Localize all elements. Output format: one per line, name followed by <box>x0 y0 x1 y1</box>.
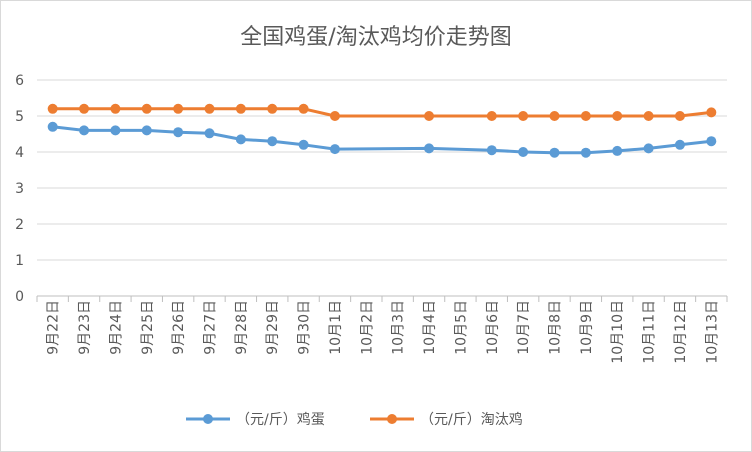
x-tick-label: 9月29日 <box>265 300 281 355</box>
y-tick-label: 5 <box>15 109 24 125</box>
data-point <box>674 139 685 150</box>
data-point <box>424 111 435 121</box>
data-point <box>549 111 560 121</box>
y-tick-label: 4 <box>15 145 24 161</box>
data-point <box>298 103 309 114</box>
data-point <box>141 125 152 136</box>
legend-marker-hen <box>387 414 397 424</box>
data-point <box>643 111 654 121</box>
legend-label-hen: （元/斤）淘汰鸡 <box>420 411 523 428</box>
data-point <box>580 147 591 158</box>
data-point <box>518 111 529 121</box>
y-tick-label: 3 <box>15 181 24 197</box>
y-tick-label: 1 <box>15 253 24 269</box>
x-tick-label: 10月6日 <box>485 300 501 355</box>
x-tick-label: 10月5日 <box>453 300 469 355</box>
data-point <box>329 111 340 121</box>
data-point <box>79 125 90 136</box>
data-point <box>173 127 184 138</box>
data-point <box>204 128 215 139</box>
data-point <box>580 111 591 121</box>
x-tick-label: 9月23日 <box>77 300 93 355</box>
data-point <box>486 111 497 121</box>
series-layer <box>47 103 717 158</box>
x-tick-label: 10月12日 <box>673 300 689 364</box>
data-point <box>267 103 278 114</box>
data-point <box>329 144 340 155</box>
x-tick-label: 10月11日 <box>642 300 658 364</box>
x-tick-label: 9月27日 <box>203 300 219 355</box>
y-axis-ticks: 0 1 2 3 4 5 6 <box>15 73 24 305</box>
data-point <box>706 136 717 147</box>
data-point <box>298 139 309 150</box>
y-tick-label: 2 <box>15 217 24 233</box>
data-point <box>204 103 215 114</box>
gridlines <box>37 79 727 261</box>
x-tick-label: 9月24日 <box>108 300 124 355</box>
y-tick-label: 6 <box>15 73 24 89</box>
x-tick-label: 9月26日 <box>171 300 187 355</box>
legend-item-egg[interactable]: （元/斤）鸡蛋 <box>186 411 325 428</box>
data-point <box>110 103 121 114</box>
x-tick-label: 10月8日 <box>548 300 564 355</box>
data-point <box>110 125 121 136</box>
data-point <box>235 103 246 114</box>
data-point <box>141 103 152 114</box>
data-point <box>674 111 685 121</box>
data-point <box>643 143 654 154</box>
x-tick-label: 10月2日 <box>359 300 375 355</box>
data-point <box>486 145 497 156</box>
x-tick-label: 10月10日 <box>610 300 626 364</box>
legend-item-hen[interactable]: （元/斤）淘汰鸡 <box>370 411 523 428</box>
data-point <box>173 103 184 114</box>
x-tick-label: 9月28日 <box>234 300 250 355</box>
x-tick-label: 10月4日 <box>422 300 438 355</box>
data-point <box>47 121 58 132</box>
legend: （元/斤）鸡蛋 （元/斤）淘汰鸡 <box>186 411 523 428</box>
x-tick-label: 9月25日 <box>140 300 156 355</box>
x-tick-label: 10月1日 <box>328 300 344 355</box>
data-point <box>612 111 623 121</box>
data-point <box>424 143 435 154</box>
x-tick-label: 9月22日 <box>46 300 62 355</box>
x-tick-label: 10月7日 <box>516 300 532 355</box>
data-point <box>267 136 278 147</box>
data-point <box>706 107 717 118</box>
data-point <box>235 134 246 145</box>
x-tick-label: 9月30日 <box>297 300 313 355</box>
data-point <box>549 147 560 158</box>
data-point <box>518 147 529 157</box>
legend-label-egg: （元/斤）鸡蛋 <box>236 411 325 428</box>
x-tick-label: 10月13日 <box>704 300 720 364</box>
legend-marker-egg <box>203 414 213 424</box>
x-tick-label: 10月9日 <box>579 300 595 355</box>
data-point <box>47 103 58 114</box>
y-tick-label: 0 <box>15 289 24 305</box>
x-tick-label: 10月3日 <box>391 300 407 355</box>
data-point <box>612 145 623 156</box>
chart-title: 全国鸡蛋/淘汰鸡均价走势图 <box>240 25 511 50</box>
data-point <box>79 103 90 114</box>
x-axis: 9月22日 9月23日 9月24日 9月25日 9月26日 9月27日 9月28日 9月29日… <box>36 295 728 364</box>
